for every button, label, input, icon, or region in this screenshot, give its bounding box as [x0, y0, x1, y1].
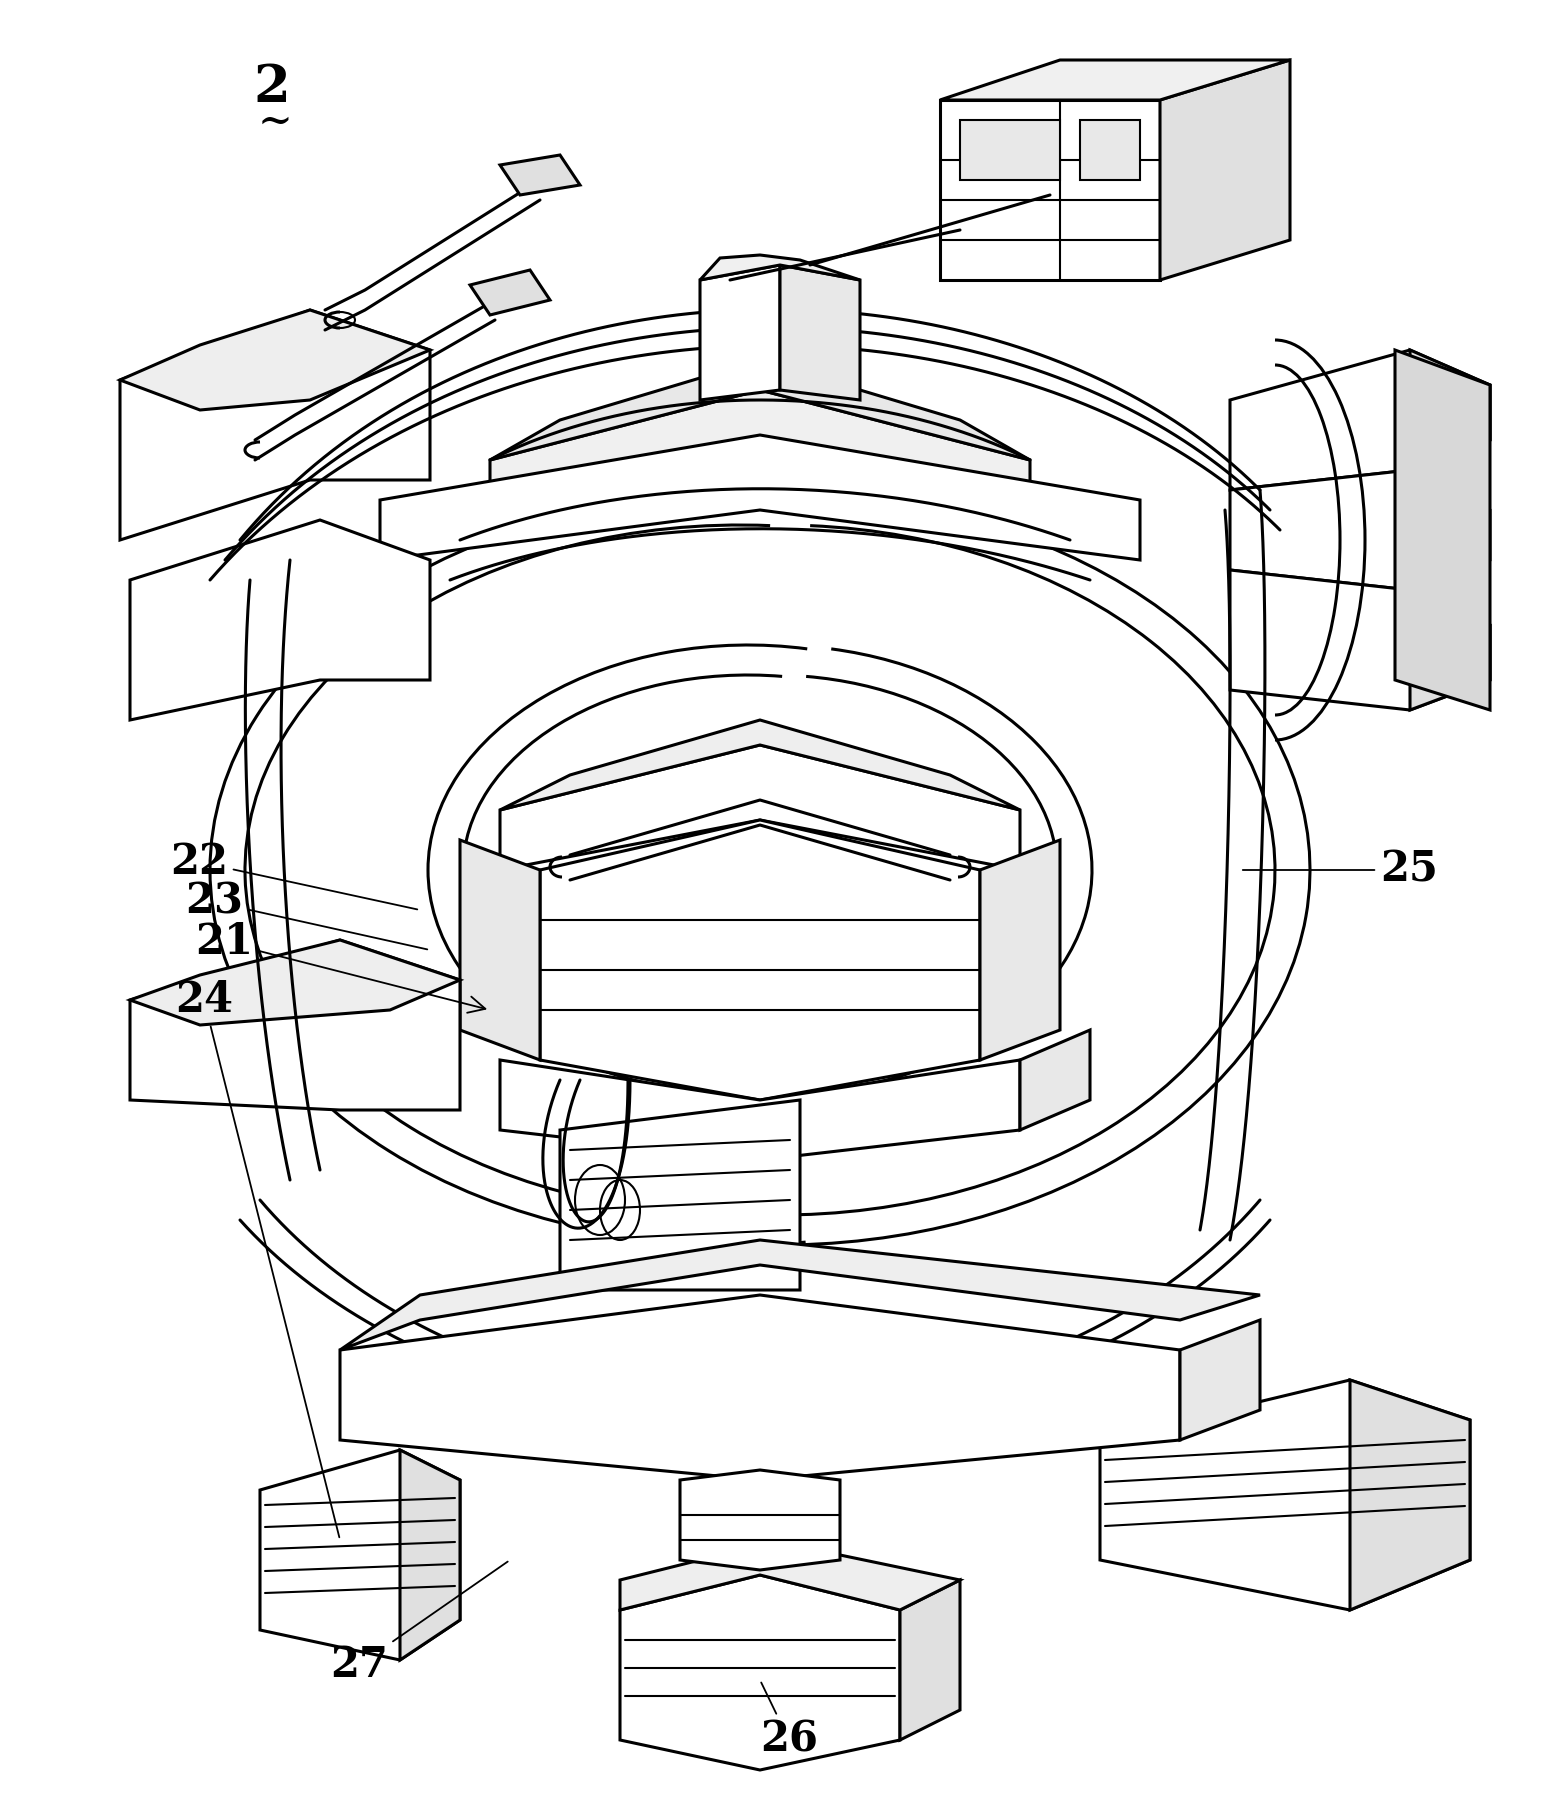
Text: 21: 21	[194, 921, 486, 1012]
Polygon shape	[700, 266, 780, 400]
Polygon shape	[500, 720, 1020, 810]
Polygon shape	[381, 434, 1141, 560]
Polygon shape	[1351, 1380, 1470, 1610]
Polygon shape	[680, 1131, 697, 1280]
Polygon shape	[121, 311, 429, 409]
Text: 25: 25	[1243, 849, 1439, 890]
Polygon shape	[500, 745, 1020, 871]
Polygon shape	[1410, 591, 1490, 711]
Text: 24: 24	[176, 978, 340, 1537]
Polygon shape	[340, 1294, 1180, 1481]
Text: 23: 23	[185, 881, 428, 950]
Polygon shape	[1230, 470, 1490, 591]
Polygon shape	[1100, 1380, 1470, 1610]
Text: 22: 22	[169, 842, 417, 910]
Polygon shape	[500, 1061, 1020, 1160]
Polygon shape	[1395, 350, 1490, 711]
Polygon shape	[130, 521, 429, 720]
Polygon shape	[130, 941, 461, 1109]
Text: 2: 2	[254, 63, 290, 113]
Polygon shape	[780, 266, 860, 400]
Polygon shape	[940, 101, 1160, 280]
Text: 27: 27	[331, 1562, 508, 1686]
Polygon shape	[940, 59, 1290, 101]
Polygon shape	[979, 840, 1059, 1061]
Polygon shape	[621, 1574, 899, 1770]
Polygon shape	[899, 1580, 961, 1739]
Polygon shape	[1160, 59, 1290, 280]
Polygon shape	[1410, 350, 1490, 470]
Text: ~: ~	[257, 101, 293, 144]
Polygon shape	[1020, 1030, 1091, 1131]
Polygon shape	[470, 269, 550, 314]
Polygon shape	[680, 1470, 840, 1571]
Polygon shape	[1180, 1319, 1260, 1440]
Polygon shape	[260, 1450, 461, 1660]
Polygon shape	[621, 1545, 961, 1610]
Polygon shape	[490, 361, 1030, 460]
Polygon shape	[121, 311, 429, 540]
Polygon shape	[1080, 120, 1141, 180]
Polygon shape	[400, 1450, 461, 1660]
Polygon shape	[541, 820, 979, 1100]
Polygon shape	[500, 154, 580, 196]
Polygon shape	[1230, 571, 1490, 711]
Polygon shape	[340, 1240, 1260, 1350]
Polygon shape	[591, 1131, 608, 1280]
Polygon shape	[490, 390, 1030, 540]
Polygon shape	[130, 941, 461, 1025]
Text: 26: 26	[760, 1682, 818, 1761]
Polygon shape	[1230, 350, 1490, 490]
Polygon shape	[461, 840, 541, 1061]
Polygon shape	[650, 1131, 668, 1280]
Polygon shape	[961, 120, 1059, 180]
Polygon shape	[559, 1100, 801, 1291]
Polygon shape	[700, 255, 860, 280]
Polygon shape	[621, 1131, 638, 1280]
